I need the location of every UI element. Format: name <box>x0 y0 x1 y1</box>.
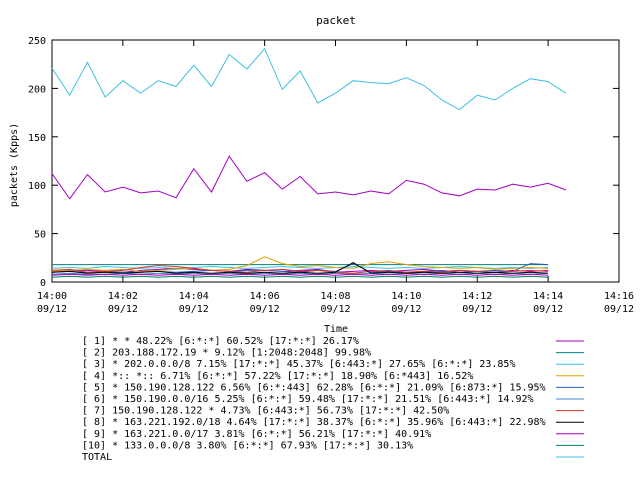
legend-label: [ 7] 150.190.128.122 * 4.73% [6:443:*] 5… <box>82 406 449 417</box>
x-tick-time: 14:00 <box>37 291 67 302</box>
x-tick-date: 09/12 <box>320 304 350 315</box>
x-tick-time: 14:14 <box>533 291 563 302</box>
x-tick-time: 14:08 <box>320 291 350 302</box>
x-tick-date: 09/12 <box>462 304 492 315</box>
legend-label: [ 2] 203.188.172.19 * 9.12% [1:2048:2048… <box>82 348 371 359</box>
x-tick-date: 09/12 <box>533 304 563 315</box>
y-tick-label: 200 <box>28 84 46 95</box>
x-tick-date: 09/12 <box>250 304 280 315</box>
x-tick-date: 09/12 <box>37 304 67 315</box>
legend-label: [ 1] * * 48.22% [6:*:*] 60.52% [17:*:*] … <box>82 336 359 347</box>
series-line-11 <box>51 155 566 200</box>
legend-label: TOTAL <box>82 452 112 463</box>
x-ticks: 14:00 09/12 14:02 09/12 14:04 09/12 14:06 09/12… <box>37 40 634 315</box>
series-line-7 <box>51 264 549 274</box>
series-line-12 <box>51 47 567 111</box>
plot-frame <box>51 39 620 283</box>
y-tick-label: 50 <box>34 230 46 241</box>
series-line-6 <box>51 272 549 275</box>
legend-label: [ 6] * 150.190.0.0/16 5.25% [6:*:*] 59.4… <box>82 394 534 405</box>
series-line-9 <box>51 273 549 276</box>
x-tick-date: 09/12 <box>604 304 634 315</box>
x-tick-date: 09/12 <box>179 304 209 315</box>
legend-label: [ 9] * 163.221.0.0/17 3.81% [6:*:*] 56.2… <box>82 429 431 440</box>
legend-label: [ 3] * 202.0.0.0/8 7.15% [17:*:*] 45.37%… <box>82 359 515 370</box>
chart-title: packet <box>316 14 356 27</box>
x-tick-time: 14:02 <box>108 291 138 302</box>
legend-label: [ 8] * 163.221.192.0/18 4.64% [17:*:*] 3… <box>82 417 546 428</box>
x-tick-time: 14:12 <box>462 291 492 302</box>
legend: [ 1] * * 48.22% [6:*:*] 60.52% [17:*:*] … <box>82 336 584 463</box>
series-line-4 <box>51 256 549 272</box>
x-axis-label: Time <box>324 324 348 335</box>
x-tick-time: 14:10 <box>391 291 421 302</box>
legend-label: [10] * 133.0.0.0/8 3.80% [6:*:*] 67.93% … <box>82 440 413 451</box>
x-tick-date: 09/12 <box>391 304 421 315</box>
series-line-8 <box>51 262 549 274</box>
y-tick-label: 100 <box>28 181 46 192</box>
y-tick-label: 250 <box>28 36 46 47</box>
y-tick-label: 0 <box>40 278 46 289</box>
y-axis-label: packets (Kpps) <box>9 123 20 207</box>
legend-label: [ 5] * 150.190.128.122 6.56% [6:*:443] 6… <box>82 382 546 393</box>
x-tick-time: 14:04 <box>179 291 209 302</box>
y-tick-label: 150 <box>28 133 46 144</box>
x-tick-time: 14:16 <box>604 291 634 302</box>
y-ticks: 0 50 100 150 200 250 <box>28 36 619 289</box>
series-line-10 <box>51 275 549 278</box>
legend-label: [ 4] *:: *:: 6.71% [6:*:*] 57.22% [17:*:… <box>82 371 473 382</box>
x-tick-time: 14:06 <box>250 291 280 302</box>
series-lines <box>51 47 567 278</box>
x-tick-date: 09/12 <box>108 304 138 315</box>
